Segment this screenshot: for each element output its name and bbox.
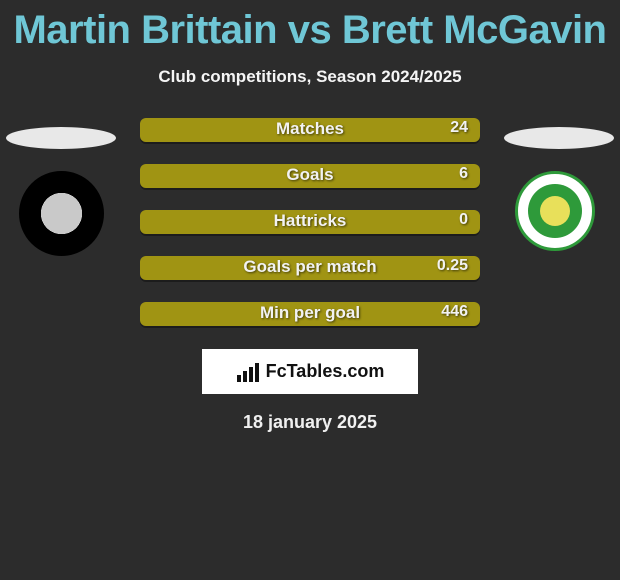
player-photo-right-placeholder <box>504 127 614 149</box>
stat-label: Matches <box>140 119 480 139</box>
date-label: 18 january 2025 <box>0 412 620 433</box>
stat-value: 446 <box>441 303 468 321</box>
stat-value: 6 <box>459 165 468 183</box>
subtitle: Club competitions, Season 2024/2025 <box>0 67 620 87</box>
stat-label: Goals per match <box>140 257 480 277</box>
stat-row: Goals per match 0.25 <box>140 253 480 281</box>
stat-row: Matches 24 <box>140 115 480 143</box>
stat-value: 0.25 <box>437 257 468 275</box>
content-area: Matches 24 Goals 6 Hattricks 0 Goals per… <box>0 115 620 433</box>
stat-row: Goals 6 <box>140 161 480 189</box>
stat-label: Min per goal <box>140 303 480 323</box>
stat-label: Goals <box>140 165 480 185</box>
club-badge-right <box>515 171 595 251</box>
club-badge-left <box>19 171 104 256</box>
club-badge-right-center <box>540 196 570 226</box>
stat-label: Hattricks <box>140 211 480 231</box>
brand-text: FcTables.com <box>266 361 385 382</box>
stat-row: Hattricks 0 <box>140 207 480 235</box>
brand-box: FcTables.com <box>202 349 418 394</box>
chart-bars-icon <box>236 361 262 383</box>
stat-row: Min per goal 446 <box>140 299 480 327</box>
page-title: Martin Brittain vs Brett McGavin <box>0 0 620 53</box>
stat-bars: Matches 24 Goals 6 Hattricks 0 Goals per… <box>140 115 480 327</box>
stat-value: 0 <box>459 211 468 229</box>
stat-value: 24 <box>450 119 468 137</box>
player-photo-left-placeholder <box>6 127 116 149</box>
